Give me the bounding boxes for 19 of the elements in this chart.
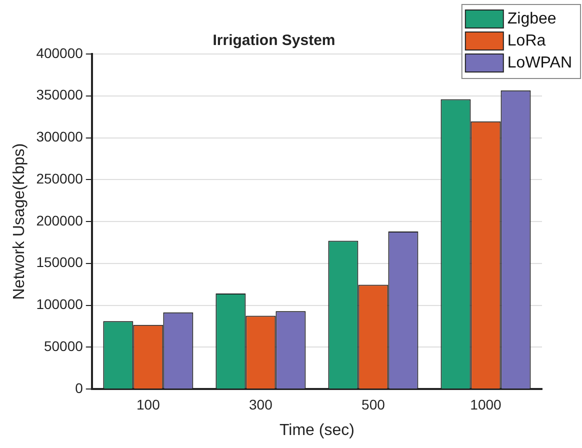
y-tick-label: 350000 bbox=[36, 86, 84, 103]
legend-label: Zigbee bbox=[507, 10, 556, 28]
x-tick-label: 300 bbox=[249, 396, 273, 412]
y-tick-label: 100000 bbox=[36, 296, 84, 312]
y-tick-label: 50000 bbox=[44, 338, 84, 354]
x-tick-label: 500 bbox=[362, 396, 386, 412]
y-tick-label: 300000 bbox=[36, 128, 84, 145]
y-axis-title: Network Usage(Kbps) bbox=[11, 143, 28, 300]
y-tick-label: 150000 bbox=[36, 254, 84, 270]
y-tick-label: 250000 bbox=[36, 170, 84, 186]
legend-label: LoRa bbox=[507, 32, 546, 50]
x-tick-label: 1000 bbox=[470, 396, 502, 412]
x-tick-label: 100 bbox=[136, 396, 160, 412]
y-tick-label: 400000 bbox=[36, 44, 84, 61]
y-tick-label: 200000 bbox=[36, 212, 84, 228]
legend-label: LoWPAN bbox=[507, 54, 572, 72]
chart-title: Irrigation System bbox=[212, 32, 336, 50]
y-tick-label: 0 bbox=[75, 380, 84, 396]
x-axis-title: Time (sec) bbox=[279, 422, 354, 439]
